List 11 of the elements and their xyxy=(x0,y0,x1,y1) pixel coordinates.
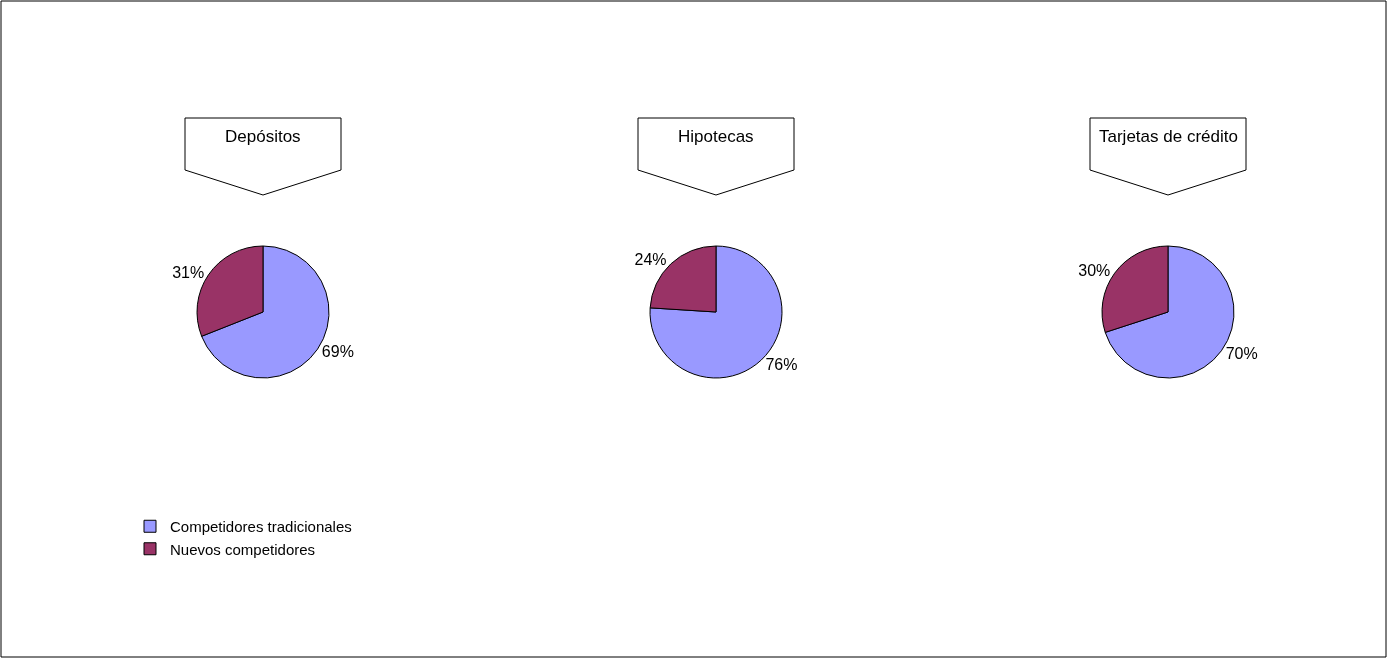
legend-label: Competidores tradicionales xyxy=(170,518,352,536)
legend-label: Nuevos competidores xyxy=(170,540,316,558)
data-label: 76% xyxy=(765,356,798,374)
chart-title: Tarjetas de crédito xyxy=(1099,127,1238,146)
chart-title: Depósitos xyxy=(225,127,301,146)
data-label: 70% xyxy=(1225,345,1258,363)
chart-title: Hipotecas xyxy=(678,127,754,146)
data-label: 69% xyxy=(321,343,354,361)
data-label: 31% xyxy=(172,263,205,281)
data-label: 30% xyxy=(1078,261,1111,279)
data-label: 24% xyxy=(634,250,667,268)
